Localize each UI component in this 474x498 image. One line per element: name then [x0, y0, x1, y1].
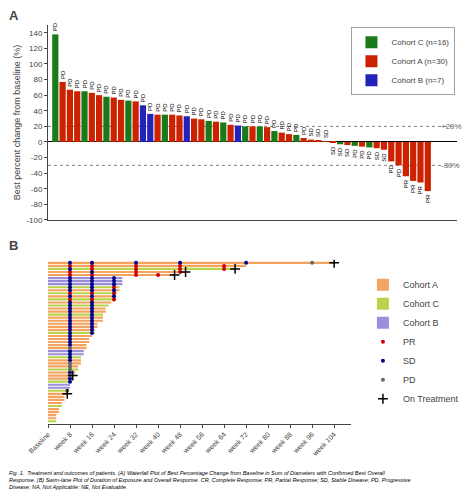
svg-text:SD: SD — [315, 128, 321, 137]
svg-text:20: 20 — [33, 122, 42, 131]
svg-text:-100: -100 — [26, 216, 43, 225]
svg-text:140: 140 — [29, 29, 43, 38]
svg-text:week 56: week 56 — [181, 431, 205, 455]
svg-text:PD: PD — [242, 114, 248, 123]
svg-text:SD: SD — [344, 148, 350, 157]
svg-text:SD: SD — [308, 128, 314, 137]
svg-text:Cohort A (n=30): Cohort A (n=30) — [391, 57, 448, 66]
svg-text:PD: PD — [133, 89, 139, 98]
svg-text:PD: PD — [257, 114, 263, 123]
svg-text:week 88: week 88 — [269, 431, 293, 455]
svg-text:PD: PD — [169, 103, 175, 112]
svg-text:PD: PD — [125, 89, 131, 98]
svg-text:PD: PD — [52, 22, 58, 31]
svg-text:Fig. 1. Treatment and outcome: Fig. 1. Treatment and outcomes of patien… — [9, 470, 411, 490]
svg-text:PD: PD — [176, 103, 182, 112]
svg-text:PR: PR — [417, 186, 423, 195]
svg-text:PD: PD — [140, 93, 146, 102]
svg-text:Cohort B: Cohort B — [403, 318, 439, 328]
svg-text:PD: PD — [286, 122, 292, 131]
svg-text:week 48: week 48 — [159, 431, 183, 455]
svg-text:PD: PD — [89, 81, 95, 90]
svg-text:PD: PD — [162, 103, 168, 112]
svg-text:PD: PD — [271, 119, 277, 128]
svg-text:SD: SD — [330, 146, 336, 155]
svg-text:PD: PD — [155, 103, 161, 112]
svg-text:PD: PD — [301, 126, 307, 135]
svg-text:PR: PR — [403, 337, 416, 347]
svg-text:PD: PD — [198, 107, 204, 116]
svg-text:PD: PD — [74, 79, 80, 88]
svg-text:SD: SD — [323, 129, 329, 138]
svg-text:week 104: week 104 — [310, 431, 337, 458]
svg-text:PD: PD — [191, 107, 197, 116]
svg-text:PR: PR — [425, 194, 431, 203]
svg-text:PD: PD — [279, 121, 285, 130]
svg-text:week 40: week 40 — [137, 431, 161, 455]
svg-text:80: 80 — [33, 75, 42, 84]
svg-text:60: 60 — [33, 91, 42, 100]
svg-text:week 8: week 8 — [52, 431, 73, 452]
svg-text:-80: -80 — [31, 200, 43, 209]
svg-text:PD: PD — [235, 114, 241, 123]
svg-text:-40: -40 — [31, 169, 43, 178]
svg-text:Cohort C: Cohort C — [403, 299, 440, 309]
svg-text:PD: PD — [82, 79, 88, 88]
svg-text:PD: PD — [111, 86, 117, 95]
svg-text:week 32: week 32 — [115, 431, 139, 455]
svg-text:0: 0 — [38, 138, 43, 147]
svg-text:week 16: week 16 — [71, 431, 95, 455]
svg-text:PD: PD — [118, 88, 124, 97]
svg-text:PD: PD — [60, 70, 66, 79]
svg-text:100: 100 — [29, 60, 43, 69]
svg-text:week 64: week 64 — [203, 431, 227, 455]
svg-text:PD: PD — [359, 150, 365, 159]
svg-text:SD: SD — [381, 153, 387, 162]
svg-text:PD: PD — [67, 78, 73, 87]
svg-text:Best percent change from basel: Best percent change from baseline (%) — [12, 45, 22, 201]
svg-text:-60: -60 — [31, 185, 43, 194]
svg-text:PD: PD — [184, 104, 190, 113]
svg-text:Baseline: Baseline — [27, 431, 51, 455]
svg-text:week 80: week 80 — [247, 431, 271, 455]
svg-text:week 96: week 96 — [291, 431, 315, 455]
svg-text:+20%: +20% — [441, 122, 462, 131]
svg-text:B: B — [9, 238, 18, 253]
svg-text:PD: PD — [220, 110, 226, 119]
svg-text:PD: PD — [213, 110, 219, 119]
svg-text:PD: PD — [147, 102, 153, 111]
svg-text:PD: PD — [403, 375, 416, 385]
svg-text:PD: PD — [388, 164, 394, 173]
svg-text:-20: -20 — [31, 153, 43, 162]
svg-text:Cohort C (n=16): Cohort C (n=16) — [391, 38, 449, 47]
svg-text:PR: PR — [410, 184, 416, 193]
svg-text:SD: SD — [337, 147, 343, 156]
svg-text:SD: SD — [403, 356, 416, 366]
svg-text:PD: PD — [96, 83, 102, 92]
svg-text:PD: PD — [293, 123, 299, 132]
svg-text:week 24: week 24 — [93, 431, 117, 455]
svg-text:PD: PD — [250, 114, 256, 123]
svg-text:PD: PD — [103, 85, 109, 94]
svg-text:A: A — [9, 8, 19, 23]
svg-text:PD: PD — [366, 150, 372, 159]
svg-text:On Treatment: On Treatment — [403, 394, 459, 404]
svg-text:Cohort A: Cohort A — [403, 280, 438, 290]
svg-text:120: 120 — [29, 44, 43, 53]
svg-text:PD: PD — [228, 113, 234, 122]
svg-text:PD: PD — [396, 168, 402, 177]
svg-text:PD: PD — [352, 149, 358, 158]
svg-text:PD: PD — [206, 109, 212, 118]
svg-text:-30%: -30% — [441, 161, 460, 170]
svg-text:Cohort B (n=7): Cohort B (n=7) — [391, 76, 444, 85]
svg-text:SD: SD — [374, 151, 380, 160]
svg-text:week 72: week 72 — [225, 431, 249, 455]
svg-text:40: 40 — [33, 107, 42, 116]
svg-text:PR: PR — [403, 179, 409, 188]
svg-text:PD: PD — [264, 115, 270, 124]
